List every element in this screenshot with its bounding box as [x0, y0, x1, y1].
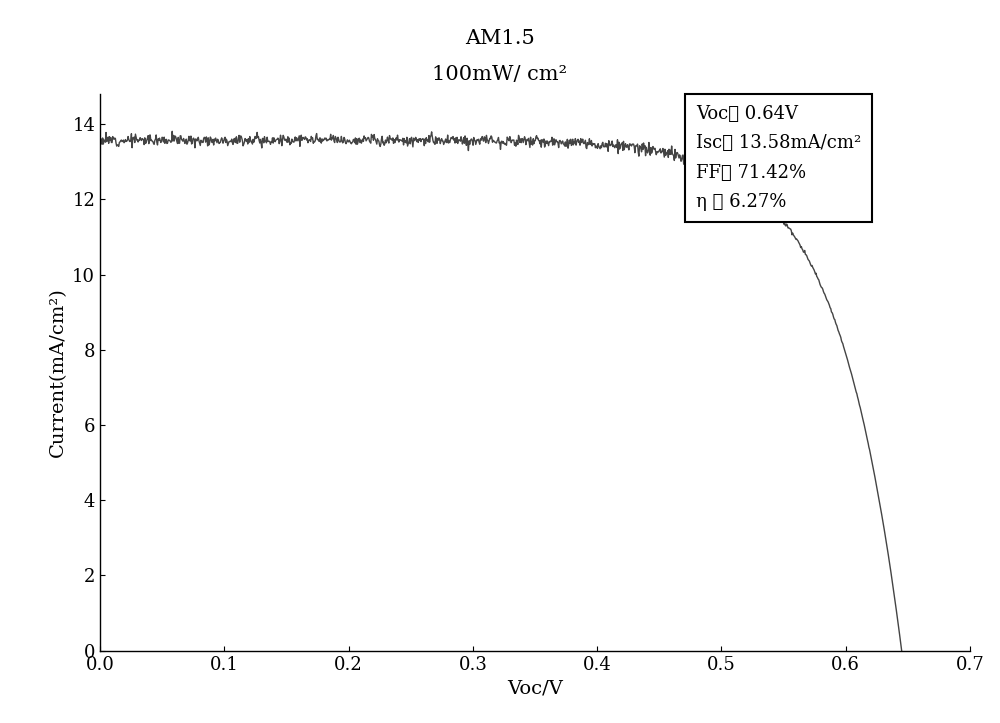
Text: 100mW/ cm²: 100mW/ cm²: [432, 65, 568, 84]
X-axis label: Voc/V: Voc/V: [507, 679, 563, 697]
Text: AM1.5: AM1.5: [465, 29, 535, 48]
Y-axis label: Current(mA/cm²): Current(mA/cm²): [49, 288, 67, 457]
Text: Voc： 0.64V
Isc： 13.58mA/cm²
FF： 71.42%
η ： 6.27%: Voc： 0.64V Isc： 13.58mA/cm² FF： 71.42% η…: [696, 105, 861, 210]
